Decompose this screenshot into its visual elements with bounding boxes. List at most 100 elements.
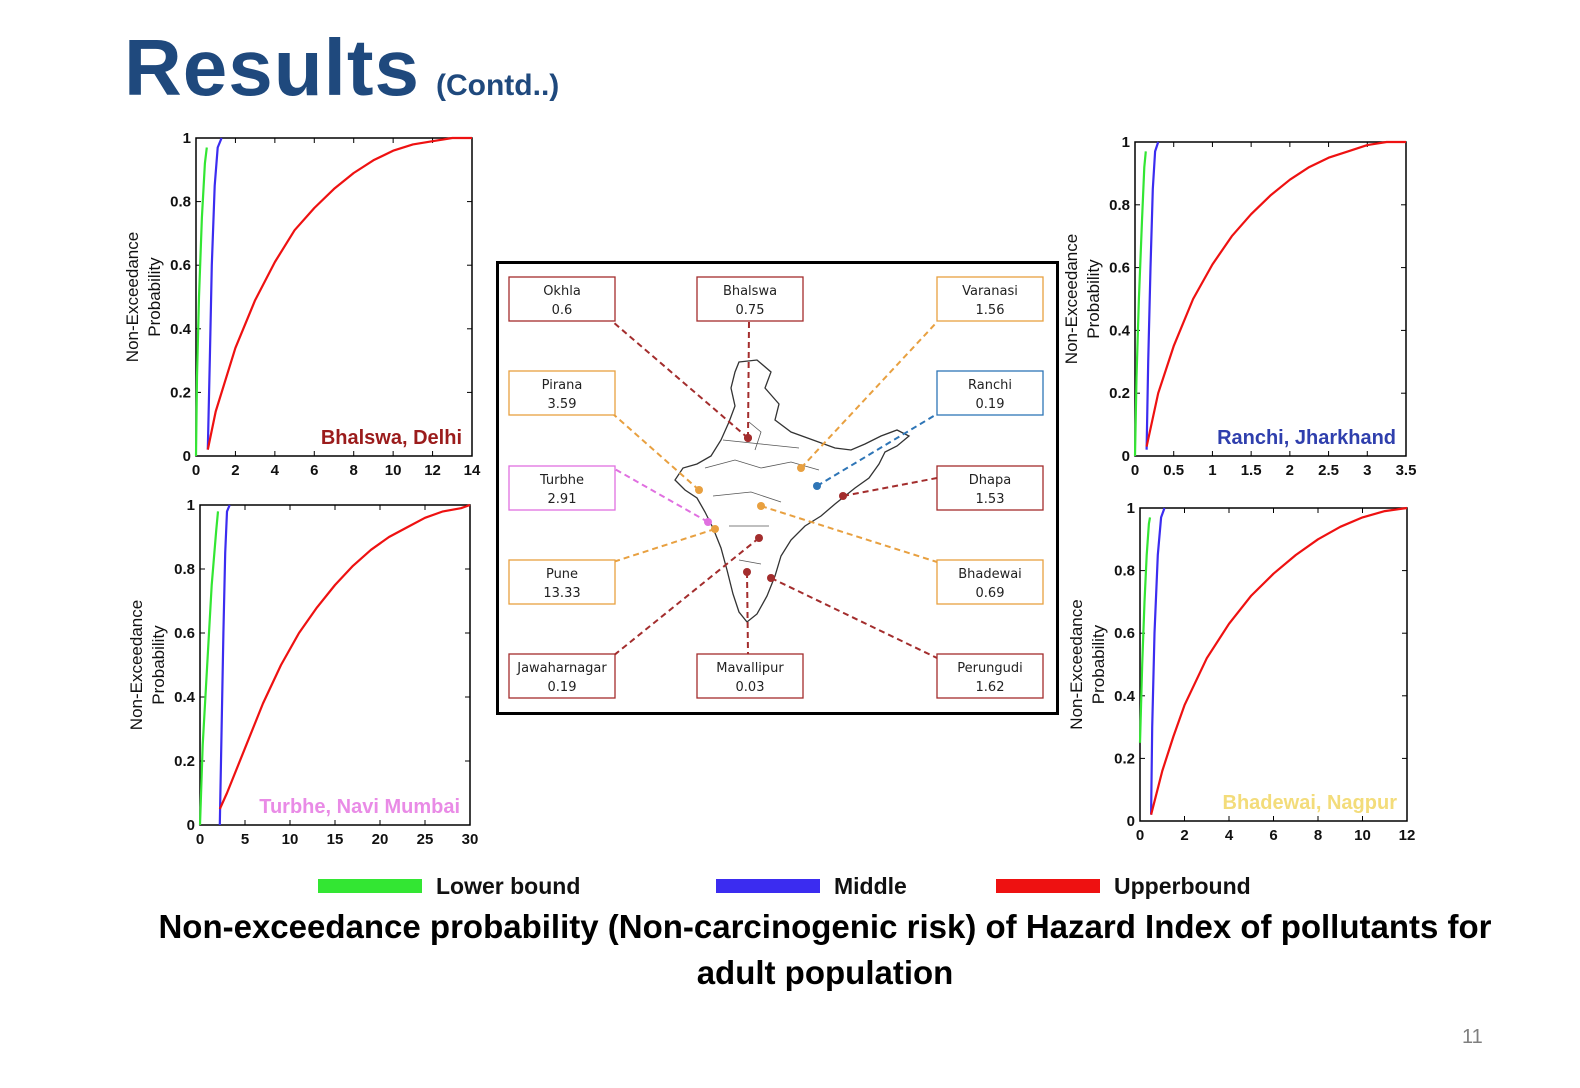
y-axis-label-line: Probability (145, 257, 164, 337)
x-tick-label: 4 (1225, 827, 1234, 844)
site-leader-line (612, 537, 760, 657)
site-box (508, 559, 616, 605)
y-tick-label: 0.4 (170, 321, 192, 338)
site-pune: Pune 13.33 (508, 525, 719, 605)
series-line-middle (1150, 507, 1166, 815)
slide-title: Results (Contd..) (124, 22, 559, 114)
site-name: Pune (546, 567, 578, 582)
site-box (936, 559, 1044, 605)
site-leader-line (746, 571, 749, 655)
plot-frame (1139, 507, 1408, 822)
slide-caption: Non-exceedance probability (Non-carcinog… (158, 908, 1492, 991)
site-name: Okhla (543, 284, 581, 299)
y-tick-label: 0 (1127, 813, 1135, 830)
series-line-lower-bound (1138, 517, 1152, 743)
series-line-upperbound (1150, 506, 1408, 815)
site-name: Bhadewai (958, 567, 1022, 582)
y-tick-label: 0.6 (1109, 260, 1130, 277)
site-name: Perungudi (957, 661, 1023, 676)
site-marker (743, 568, 751, 576)
site-value: 0.03 (736, 680, 765, 695)
y-axis-label-line: Non-Exceedance (127, 600, 146, 730)
site-box (936, 465, 1044, 511)
x-tick-label: 30 (462, 831, 479, 848)
y-tick-label: 0.8 (1109, 197, 1130, 214)
y-tick-label: 0.6 (170, 257, 191, 274)
y-tick-label: 1 (187, 497, 195, 514)
state-borders (704, 421, 820, 565)
legend-upper: Upperbound (996, 872, 1251, 900)
site-okhla: Okhla 0.6 (508, 276, 752, 442)
x-tick-label: 0 (1131, 462, 1139, 479)
x-tick-label: 2 (1180, 827, 1188, 844)
x-tick-label: 8 (350, 462, 358, 479)
legend-upper-swatch (996, 879, 1100, 893)
x-tick-label: 0 (192, 462, 200, 479)
cdf-chart-0: 0 2 4 6 8 10 12 14 0 0.2 0.4 0.6 0.8 1 Non-Exceedance P… (123, 130, 481, 479)
site-leader-line (612, 467, 709, 523)
legend-middle-label: Middle (834, 872, 907, 899)
site-marker (744, 434, 752, 442)
site-value: 0.19 (976, 397, 1005, 412)
site-marker (711, 525, 719, 533)
site-pirana: Pirana 3.59 (508, 370, 703, 494)
site-marker (704, 518, 712, 526)
x-tick-label: 10 (282, 831, 299, 848)
title-main: Results (124, 23, 420, 112)
site-marker (839, 492, 847, 500)
site-marker (767, 574, 775, 582)
y-tick-label: 1 (1122, 134, 1130, 151)
x-tick-label: 10 (385, 462, 402, 479)
site-value: 0.75 (736, 303, 765, 318)
site-ranchi: Ranchi 0.19 (813, 370, 1044, 490)
site-marker (813, 482, 821, 490)
y-tick-label: 1 (183, 130, 191, 147)
x-tick-label: 2 (1286, 462, 1294, 479)
y-axis-label-line: Non-Exceedance (1067, 599, 1086, 729)
x-tick-label: 0.5 (1163, 462, 1184, 479)
x-tick-label: 1 (1208, 462, 1216, 479)
site-box (936, 276, 1044, 322)
y-tick-label: 1 (1127, 500, 1135, 517)
plot-frame (199, 504, 471, 826)
site-box (508, 276, 616, 322)
site-box (508, 370, 616, 416)
series-line-lower-bound (198, 511, 220, 826)
y-axis-label: Non-Exceedance Probability (127, 600, 168, 730)
x-tick-label: 2 (231, 462, 239, 479)
x-tick-label: 2.5 (1318, 462, 1339, 479)
x-tick-label: 1.5 (1241, 462, 1262, 479)
site-value: 0.69 (976, 586, 1005, 601)
x-tick-label: 25 (417, 831, 434, 848)
site-marker (757, 502, 765, 510)
y-tick-label: 0.2 (1109, 385, 1130, 402)
y-tick-label: 0.4 (174, 689, 196, 706)
site-leader-line (747, 321, 750, 439)
site-leader-line (842, 477, 938, 497)
x-tick-label: 10 (1354, 827, 1371, 844)
site-value: 3.59 (548, 397, 577, 412)
x-tick-label: 3 (1363, 462, 1371, 479)
site-box (936, 370, 1044, 416)
site-leader-line (816, 413, 938, 487)
legend-middle-swatch (716, 879, 820, 893)
site-box (508, 653, 616, 699)
y-tick-label: 0.6 (1114, 625, 1135, 642)
site-value: 2.91 (548, 492, 577, 507)
site-annotation: Ranchi, Jharkhand (1217, 427, 1396, 449)
site-leader-line (760, 505, 938, 563)
site-leader-line (770, 577, 938, 659)
site-value: 1.62 (976, 680, 1005, 695)
site-leader-line (612, 413, 700, 491)
y-tick-label: 0.4 (1109, 322, 1131, 339)
site-box (696, 653, 804, 699)
india-map-panel: Okhla 0.6 Bhalswa 0.75 Varanasi 1.56 Pirana 3.5… (496, 261, 1059, 715)
series-line-upperbound (218, 503, 471, 810)
y-tick-label: 0.8 (1114, 563, 1135, 580)
y-axis-label-line: Probability (1089, 624, 1108, 704)
site-varanasi: Varanasi 1.56 (797, 276, 1044, 472)
site-mavallipur: Mavallipur 0.03 (696, 568, 804, 699)
x-tick-label: 15 (327, 831, 344, 848)
x-tick-label: 4 (271, 462, 280, 479)
site-annotation: Bhalswa, Delhi (321, 427, 462, 449)
